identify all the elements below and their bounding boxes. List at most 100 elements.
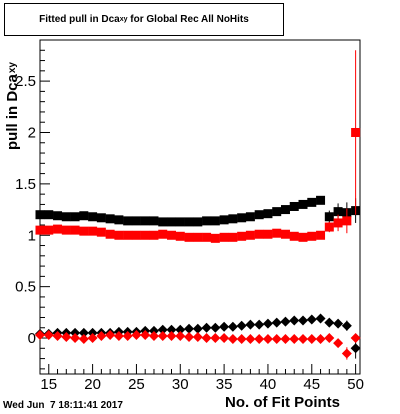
data-point-diamond	[70, 333, 81, 344]
data-point-square	[44, 210, 54, 220]
data-point-square	[333, 207, 343, 217]
data-point-square	[254, 229, 264, 239]
data-point-square	[123, 216, 133, 226]
data-point-square	[96, 227, 106, 237]
data-point-square	[70, 212, 80, 222]
data-point-square	[96, 213, 106, 223]
data-point-diamond	[140, 329, 151, 340]
series-3	[35, 329, 361, 360]
data-point-square	[272, 207, 282, 217]
y-tick-label: 2	[28, 124, 36, 141]
data-point-square	[219, 232, 229, 242]
data-point-diamond	[113, 330, 124, 341]
data-point-diamond	[175, 330, 186, 341]
data-point-diamond	[227, 334, 238, 345]
data-point-square	[351, 127, 361, 137]
data-point-diamond	[87, 333, 98, 344]
data-point-square	[184, 217, 194, 227]
data-point-square	[35, 225, 45, 235]
data-point-diamond	[157, 324, 168, 335]
data-point-diamond	[52, 330, 63, 341]
y-axis-label-main: pull in Dca	[3, 74, 21, 150]
data-point-square	[272, 228, 282, 238]
data-point-square	[88, 226, 98, 236]
data-point-diamond	[254, 334, 265, 345]
data-point-diamond	[350, 333, 361, 344]
data-point-square	[263, 229, 273, 239]
data-point-diamond	[192, 332, 203, 343]
data-point-diamond	[61, 332, 72, 343]
data-point-diamond	[35, 329, 45, 340]
data-point-square	[254, 210, 264, 220]
ticks-layer: 15 20 25 30 35 40 45 50 0 0.5 1 1.5 2 2.5	[15, 39, 364, 393]
data-point-square	[202, 232, 212, 242]
data-point-square	[167, 217, 177, 227]
data-point-square	[149, 216, 159, 226]
data-point-diamond	[236, 334, 247, 345]
data-point-square	[44, 225, 54, 235]
data-point-square	[114, 215, 124, 225]
data-point-diamond	[350, 343, 361, 354]
data-point-diamond	[192, 323, 203, 334]
data-point-square	[307, 231, 317, 241]
data-point-square	[289, 231, 299, 241]
data-point-diamond	[306, 314, 317, 325]
data-point-diamond	[245, 319, 256, 330]
data-point-diamond	[271, 334, 282, 345]
data-point-square	[184, 232, 194, 242]
data-point-square	[342, 216, 352, 226]
data-point-diamond	[298, 315, 309, 326]
data-point-diamond	[70, 327, 81, 338]
data-point-diamond	[184, 332, 195, 343]
data-point-diamond	[315, 313, 326, 324]
data-point-square	[280, 205, 290, 215]
x-tick-label: 20	[84, 376, 101, 393]
data-point-diamond	[166, 330, 177, 341]
chart-title: Fitted pull in Dca xy for Global Rec All …	[4, 3, 284, 36]
data-point-square	[158, 217, 168, 227]
data-point-diamond	[289, 315, 300, 326]
x-tick-label: 15	[40, 376, 57, 393]
data-point-diamond	[166, 324, 177, 335]
data-point-diamond	[333, 338, 344, 349]
data-point-square	[70, 225, 80, 235]
x-tick-label: 45	[303, 376, 320, 393]
data-point-diamond	[131, 329, 142, 340]
timestamp: Wed Jun 7 18:11:41 2017	[3, 400, 123, 411]
data-point-square	[289, 201, 299, 211]
x-tick-label: 25	[128, 376, 145, 393]
data-point-diamond	[175, 324, 186, 335]
data-point-square	[324, 212, 334, 222]
data-point-square	[228, 214, 238, 224]
data-point-diamond	[96, 330, 107, 341]
data-point-square	[167, 230, 177, 240]
data-point-square	[298, 232, 308, 242]
data-point-diamond	[148, 325, 159, 336]
data-point-square	[61, 225, 71, 235]
data-point-square	[245, 212, 255, 222]
data-point-diamond	[148, 330, 159, 341]
data-point-square	[219, 215, 229, 225]
data-point-square	[140, 230, 150, 240]
data-point-diamond	[43, 329, 54, 340]
data-point-square	[298, 199, 308, 209]
data-point-square	[61, 212, 71, 222]
data-point-square	[175, 231, 185, 241]
data-point-diamond	[280, 334, 291, 345]
data-point-square	[245, 230, 255, 240]
data-point-diamond	[236, 320, 247, 331]
data-point-diamond	[157, 330, 168, 341]
series-2	[35, 313, 361, 359]
data-point-diamond	[333, 318, 344, 329]
data-point-diamond	[78, 334, 89, 345]
data-point-diamond	[122, 330, 133, 341]
y-tick-label: 1	[28, 227, 36, 244]
data-point-square	[123, 230, 133, 240]
x-tick-label: 30	[172, 376, 189, 393]
data-point-square	[210, 216, 220, 226]
y-tick-label: 2.5	[15, 73, 36, 90]
data-point-square	[210, 233, 220, 243]
data-point-square	[237, 231, 247, 241]
data-point-diamond	[341, 348, 352, 359]
data-point-diamond	[271, 317, 282, 328]
